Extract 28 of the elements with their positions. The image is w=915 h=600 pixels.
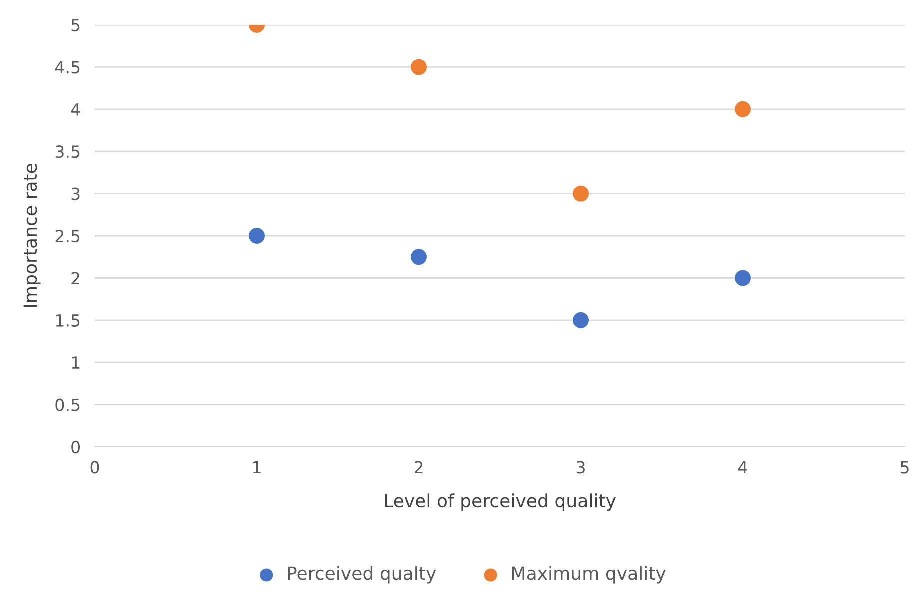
y-tick-label: 3.5 (56, 146, 80, 158)
y-tick-label: 1 (72, 356, 80, 369)
x-axis-title: Level of perceived quality (385, 494, 616, 512)
y-tick-label: 2 (72, 272, 80, 285)
x-tick-label: 4 (738, 461, 748, 474)
x-tick-label: 5 (900, 461, 909, 474)
y-tick-label: 1.5 (56, 314, 80, 327)
y-tick-label: 5 (72, 19, 80, 32)
x-tick-label: 3 (576, 461, 585, 474)
y-tick-label: 0.5 (56, 398, 80, 412)
point (735, 101, 751, 118)
x-tick-label: 0 (90, 461, 100, 474)
point (573, 186, 589, 202)
y-tick-label: 4 (71, 104, 80, 116)
y-tick-label: 3 (72, 188, 80, 200)
point (411, 59, 427, 76)
y-tick-label: 0 (72, 440, 80, 454)
y-axis-title: Importance rate (24, 164, 41, 308)
x-tick-label: 1 (254, 461, 261, 474)
legend-label: Perceived qualty (288, 566, 436, 584)
y-tick-label: 4.5 (55, 61, 80, 74)
point (573, 312, 589, 328)
y-tick-label: 2.5 (56, 230, 80, 243)
legend-label: Maximum qvality (512, 566, 666, 584)
point (735, 270, 751, 286)
point (249, 228, 265, 244)
x-tick-label: 2 (414, 461, 423, 474)
point (411, 249, 427, 266)
